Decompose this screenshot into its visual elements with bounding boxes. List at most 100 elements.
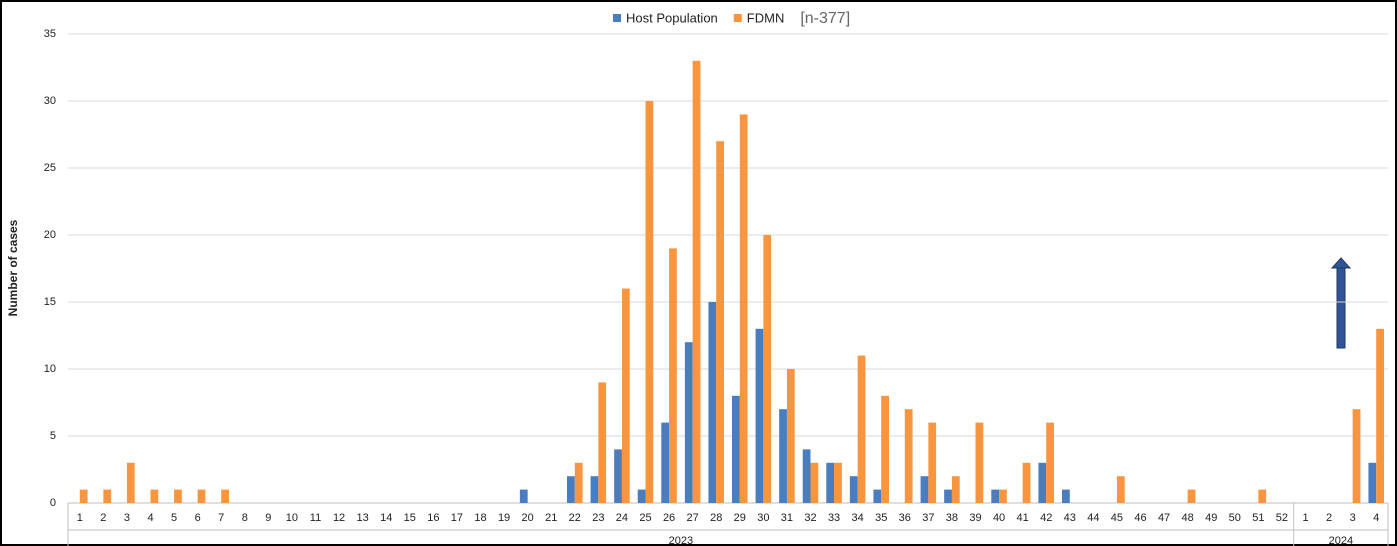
legend-swatch [733, 14, 742, 22]
x-tick-label: 37 [922, 512, 934, 524]
x-tick-label: 50 [1229, 512, 1241, 524]
y-tick-label: 5 [50, 430, 56, 442]
x-tick-label: 1 [1302, 512, 1308, 524]
bar [928, 422, 937, 503]
y-tick-label: 20 [44, 229, 56, 241]
bar [991, 489, 1000, 503]
bar [692, 60, 701, 504]
bar [661, 422, 670, 503]
bar [834, 462, 842, 503]
x-tick-label: 6 [195, 512, 201, 524]
bar [849, 476, 858, 503]
bar [614, 449, 622, 503]
bar [951, 476, 960, 503]
legend-swatch [613, 14, 621, 22]
bar [1258, 489, 1267, 503]
bar [637, 489, 646, 503]
annotation: [n-377] [800, 10, 850, 27]
x-tick-label: 5 [171, 512, 177, 524]
bar [732, 395, 740, 503]
bar [574, 462, 583, 503]
bar [944, 489, 952, 503]
bar [975, 422, 984, 503]
legend-label: FDMN [747, 10, 785, 25]
x-tick-label: 21 [545, 512, 557, 524]
x-tick-label: 26 [663, 512, 675, 524]
bar [810, 462, 819, 503]
x-tick-label: 45 [1111, 512, 1123, 524]
x-tick-label: 29 [734, 512, 746, 524]
x-tick-label: 36 [899, 512, 911, 524]
x-tick-label: 28 [710, 512, 722, 524]
bar [684, 342, 693, 503]
x-tick-label: 34 [852, 512, 864, 524]
bar [708, 302, 717, 503]
bar [1062, 489, 1070, 503]
x-tick-label: 35 [875, 512, 887, 524]
x-tick-label: 24 [616, 512, 628, 524]
x-tick-label: 4 [147, 512, 153, 524]
bar [621, 288, 630, 503]
x-tick-label: 4 [1373, 512, 1379, 524]
x-tick-label: 33 [828, 512, 840, 524]
x-tick-label: 17 [451, 512, 463, 524]
bar [1376, 328, 1384, 503]
bar [669, 248, 677, 503]
bar [786, 369, 795, 503]
y-tick-label: 30 [44, 95, 56, 107]
bar [126, 462, 135, 503]
x-tick-label: 40 [993, 512, 1005, 524]
bar [174, 489, 182, 503]
bar [103, 489, 112, 503]
x-tick-label: 43 [1064, 512, 1076, 524]
x-tick-label: 18 [474, 512, 486, 524]
x-tick-label: 52 [1276, 512, 1288, 524]
x-tick-label: 9 [265, 512, 271, 524]
legend-label: Host Population [626, 10, 718, 25]
x-tick-label: 51 [1252, 512, 1264, 524]
bar [755, 328, 764, 503]
x-tick-label: 7 [218, 512, 224, 524]
bar [567, 476, 575, 503]
bar [826, 462, 835, 503]
x-tick-label: 12 [333, 512, 345, 524]
x-tick-label: 16 [427, 512, 439, 524]
x-tick-label: 15 [404, 512, 416, 524]
x-tick-label: 46 [1134, 512, 1146, 524]
bar [590, 476, 599, 503]
x-tick-label: 14 [380, 512, 392, 524]
y-tick-label: 10 [44, 363, 56, 375]
y-tick-label: 35 [44, 28, 56, 40]
bar [779, 409, 787, 503]
bar [904, 409, 913, 503]
x-tick-label: 30 [757, 512, 769, 524]
bar [857, 355, 866, 503]
x-tick-label: 31 [781, 512, 793, 524]
y-axis-label: Number of cases [6, 219, 20, 316]
x-tick-label: 23 [592, 512, 604, 524]
x-tick-label: 3 [124, 512, 130, 524]
x-tick-label: 13 [357, 512, 369, 524]
x-tick-label: 39 [969, 512, 981, 524]
bar [716, 141, 724, 503]
bar [1187, 489, 1196, 503]
x-tick-label: 44 [1087, 512, 1099, 524]
bar [802, 449, 811, 503]
x-tick-label: 25 [639, 512, 651, 524]
x-group-label: 2024 [1329, 535, 1353, 546]
bar [873, 489, 882, 503]
x-tick-label: 2 [100, 512, 106, 524]
x-tick-label: 47 [1158, 512, 1170, 524]
bar [881, 395, 889, 503]
bar [1368, 462, 1377, 503]
bar [79, 489, 88, 503]
x-tick-label: 49 [1205, 512, 1217, 524]
x-tick-label: 22 [569, 512, 581, 524]
x-tick-label: 32 [804, 512, 816, 524]
x-tick-label: 42 [1040, 512, 1052, 524]
x-tick-label: 20 [522, 512, 534, 524]
bar [519, 489, 528, 503]
bar [1046, 422, 1054, 503]
